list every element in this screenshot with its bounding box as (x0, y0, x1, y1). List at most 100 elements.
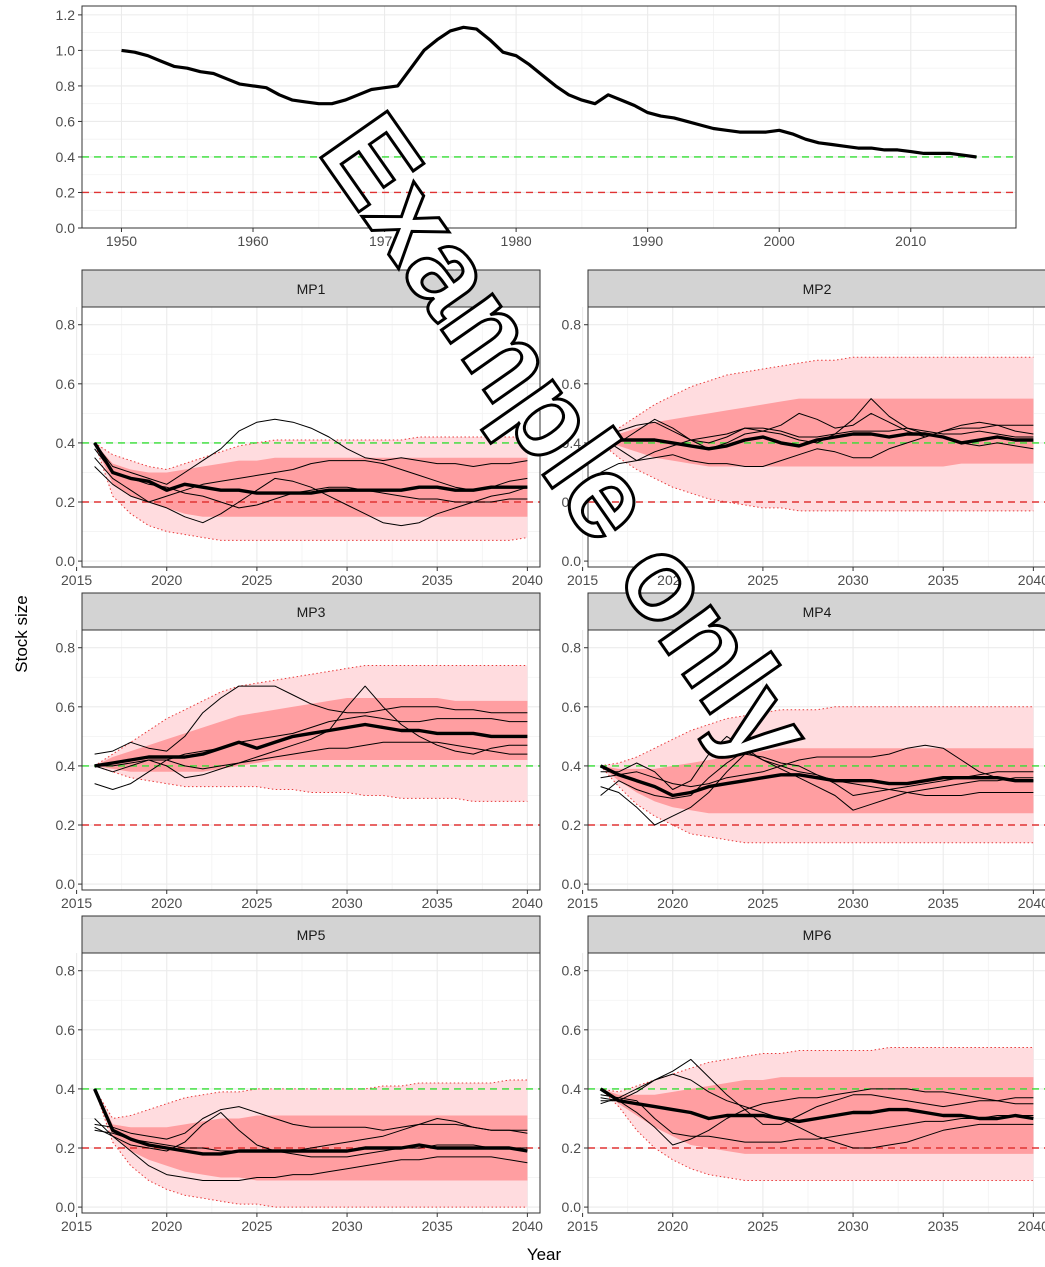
history-x-tick-label: 1960 (237, 233, 268, 249)
panel-mp1-trace-4 (94, 448, 528, 509)
panel-mp6-trace-1 (600, 1058, 1034, 1125)
panel-mp6-x-tick-label: 2040 (1018, 1218, 1045, 1234)
panel-mp5-x-tick-label: 2025 (241, 1218, 272, 1234)
panel-mp3-x-tick-label: 2025 (241, 895, 272, 911)
panel-mp3-y-tick-label: 0.0 (56, 876, 76, 892)
panel-mp5-trace-3 (94, 1118, 528, 1181)
panel-mp1-y-tick-label: 0.8 (56, 317, 76, 333)
panel-mp2-x-tick-label: 2030 (837, 572, 868, 588)
panel-mp4-outer-upper-edge (600, 706, 1034, 767)
panel-mp5-strip-label: MP5 (297, 927, 326, 943)
panel-mp4-x-tick-label: 2015 (567, 895, 598, 911)
panel-mp4-strip-label: MP4 (803, 604, 832, 620)
panel-mp3-panel-border (81, 629, 541, 891)
panel-mp2-median-line (600, 432, 1034, 451)
panel-mp4-y-tick-label: 0.6 (562, 699, 582, 715)
panel-mp2-outer-lower-edge (600, 442, 1034, 512)
panel-mp3-outer-lower-edge (94, 765, 528, 802)
panel-mp1-y-tick-label: 0.6 (56, 376, 76, 392)
x-axis-title: Year (527, 1245, 562, 1264)
panel-mp2-trace-1 (600, 412, 1034, 444)
history-x-tick-label: 1950 (106, 233, 137, 249)
panel-mp4-trace-2 (600, 753, 1034, 826)
panel-mp3-trace-1 (94, 685, 528, 755)
panel-mp4-trace-3 (600, 735, 1034, 811)
panel-mp3-y-tick-label: 0.8 (56, 640, 76, 656)
panel-mp1-x-tick-label: 2015 (61, 572, 92, 588)
history-x-tick-label: 1970 (369, 233, 400, 249)
panel-mp2-y-tick-label: 0.6 (562, 376, 582, 392)
panel-mp4-trace-4 (600, 744, 1034, 788)
history-x-tick-label: 2000 (764, 233, 795, 249)
panel-mp3-x-tick-label: 2030 (331, 895, 362, 911)
panel-mp2-strip-label: MP2 (803, 281, 832, 297)
panel-mp6-y-tick-label: 0.6 (562, 1022, 582, 1038)
panel-mp4-x-tick-label: 2020 (657, 895, 688, 911)
panel-mp1-x-tick-label: 2020 (151, 572, 182, 588)
panel-mp6-trace-2 (600, 1094, 1034, 1143)
history-x-tick-label: 1990 (632, 233, 663, 249)
panel-mp4-y-tick-label: 0.0 (562, 876, 582, 892)
panel-mp5-y-tick-label: 0.0 (56, 1199, 76, 1215)
panel-mp2-trace-3 (600, 424, 1034, 473)
history-y-tick-label: 0.6 (56, 113, 76, 129)
panel-mp1-strip-label: MP1 (297, 281, 326, 297)
panel-mp1-y-tick-label: 0.2 (56, 494, 76, 510)
panel-mp4-x-tick-label: 2035 (928, 895, 959, 911)
panel-mp4: MP4 2015 2020 2025 2030 2035 2040 0.0 0.2 0.4 0.6 0… (562, 592, 1045, 911)
panel-mp2-outer-upper-edge (600, 356, 1034, 444)
panel-mp2-x-tick-label: 2035 (928, 572, 959, 588)
panel-mp2-y-tick-label: 0.4 (562, 435, 582, 451)
panel-mp6-panel-border (587, 952, 1045, 1214)
panel-mp6-median-line (599, 1087, 1034, 1124)
panel-mp4-median-line (599, 764, 1034, 798)
panel-mp5-y-tick-label: 0.8 (56, 963, 76, 979)
panel-mp3-strip-label: MP3 (297, 604, 326, 620)
panel-mp3-x-tick-label: 2015 (61, 895, 92, 911)
panel-mp4-x-tick-label: 2040 (1018, 895, 1045, 911)
panel-mp5-trace-2 (94, 1118, 528, 1152)
panel-mp2-strip (587, 269, 1045, 308)
panel-mp6-y-tick-label: 0.4 (562, 1081, 582, 1097)
panel-mp3-strip (81, 592, 541, 631)
history-y-tick-label: 1.0 (56, 42, 76, 58)
history-y-tick-label: 0.0 (56, 220, 76, 236)
history-series-line (121, 25, 977, 159)
panel-mp2-x-tick-label: 2020 (657, 572, 688, 588)
panel-mp3-y-tick-label: 0.2 (56, 817, 76, 833)
panel-mp4-strip (587, 592, 1045, 631)
panel-mp3-median-line (94, 722, 528, 768)
panel-mp5-trace-1 (94, 1106, 528, 1140)
history-panel-border (81, 5, 1017, 229)
panel-mp1-x-tick-label: 2035 (422, 572, 453, 588)
panel-mp1-y-tick-label: 0.0 (56, 553, 76, 569)
panel-mp5-trace-4 (94, 1112, 528, 1158)
panel-mp1: MP1 2015 2020 2025 2030 2035 2040 0.0 0.2 0.4 0.6 0… (56, 269, 543, 588)
panel-mp5-inner-band (94, 1088, 528, 1181)
panel-mp6: MP6 2015 2020 2025 2030 2035 2040 0.0 0.2 0.4 0.6 0… (562, 915, 1045, 1234)
panel-mp6-y-tick-label: 0.2 (562, 1140, 582, 1156)
panel-mp4-outer-lower-edge (600, 765, 1034, 844)
panel-mp6-y-tick-label: 0.0 (562, 1199, 582, 1215)
panel-mp1-median-line (93, 442, 528, 495)
panel-mp4-x-tick-label: 2025 (747, 895, 778, 911)
panel-mp4-x-tick-label: 2030 (837, 895, 868, 911)
panel-mp2: MP2 2015 2020 2025 2030 2035 2040 0.0 0.2 0.4 0.6 0… (562, 269, 1045, 588)
panel-mp5-x-tick-label: 2030 (331, 1218, 362, 1234)
panel-mp2-y-tick-label: 0.8 (562, 317, 582, 333)
panel-mp5-x-tick-label: 2040 (512, 1218, 543, 1234)
y-axis-title: Stock size (12, 595, 31, 672)
panel-mp3-x-tick-label: 2040 (512, 895, 543, 911)
panel-mp2-y-tick-label: 0.0 (562, 553, 582, 569)
panel-mp1-trace-1 (94, 418, 528, 485)
panel-mp4-y-tick-label: 0.8 (562, 640, 582, 656)
panel-mp4-y-tick-label: 0.2 (562, 817, 582, 833)
management-procedure-facets: MP1 2015 2020 2025 2030 2035 2040 0.0 0.2 0.4 0.6 0… (56, 269, 1045, 1234)
history-y-tick-label: 1.2 (56, 7, 76, 23)
panel-mp3-trace-4 (94, 741, 528, 770)
panel-mp6-x-tick-label: 2030 (837, 1218, 868, 1234)
panel-mp1-x-tick-label: 2040 (512, 572, 543, 588)
panel-mp3-y-tick-label: 0.6 (56, 699, 76, 715)
panel-mp2-x-tick-label: 2040 (1018, 572, 1045, 588)
